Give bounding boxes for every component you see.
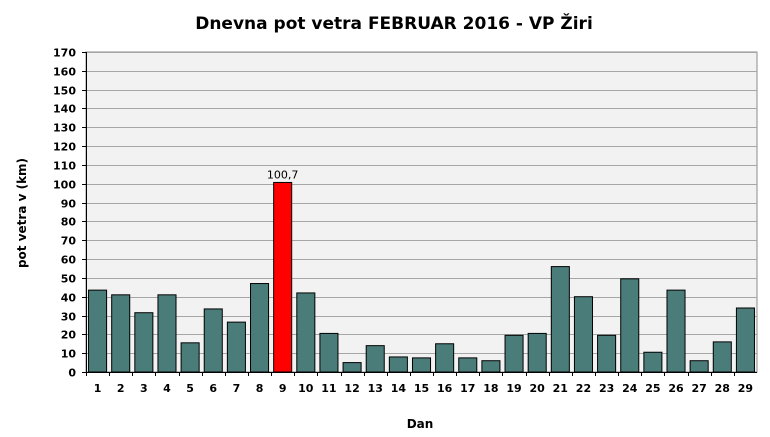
bar: [203, 308, 223, 373]
x-tick-label: 23: [599, 382, 614, 395]
y-tick-label: 40: [61, 292, 77, 305]
y-tick-label: 80: [61, 216, 77, 229]
y-tick-label: 160: [53, 66, 76, 79]
bar: [388, 356, 408, 373]
bar: [365, 345, 385, 373]
bar: [411, 357, 432, 373]
bar: [689, 360, 709, 373]
y-tick-label: 110: [53, 160, 76, 173]
y-tick-label: 60: [61, 254, 77, 267]
x-tick-label: 19: [506, 382, 521, 395]
x-tick-label: 17: [460, 382, 475, 395]
bar: [296, 292, 316, 373]
data-label: 100,7: [267, 168, 299, 181]
chart-title: Dnevna pot vetra FEBRUAR 2016 - VP Žiri: [195, 12, 593, 34]
bar: [481, 360, 501, 373]
y-tick-label: 70: [61, 235, 77, 248]
bar: [250, 283, 270, 373]
x-tick-label: 26: [668, 382, 684, 395]
x-tick-label: 21: [553, 382, 568, 395]
y-tick-label: 0: [68, 367, 76, 380]
y-tick-label: 150: [53, 85, 76, 98]
x-tick-label: 8: [256, 382, 264, 395]
x-tick-label: 9: [279, 382, 287, 395]
x-tick-label: 25: [645, 382, 660, 395]
bar: [643, 351, 663, 373]
x-tick-label: 22: [576, 382, 591, 395]
x-axis-label: Dan: [407, 417, 434, 431]
bar: [134, 312, 154, 373]
x-tick-label: 28: [715, 382, 730, 395]
bar: [180, 342, 200, 373]
x-tick-label: 6: [209, 382, 217, 395]
bar: [342, 362, 362, 373]
x-tick-label: 18: [483, 382, 498, 395]
y-tick-label: 90: [61, 198, 77, 211]
bar: [88, 289, 108, 373]
x-tick-label: 14: [391, 382, 407, 395]
y-tick-label: 140: [53, 103, 76, 116]
y-tick-label: 100: [53, 179, 76, 192]
bar: [226, 321, 246, 373]
x-tick-label: 7: [233, 382, 241, 395]
bar: [111, 294, 131, 373]
y-tick-label: 20: [61, 329, 77, 342]
bar: [157, 294, 177, 373]
bar-highlight: [273, 181, 293, 373]
x-tick-label: 4: [163, 382, 171, 395]
bar: [735, 307, 755, 373]
x-tick-label: 15: [414, 382, 429, 395]
x-tick-label: 11: [321, 382, 336, 395]
y-tick-label: 130: [53, 122, 76, 135]
x-tick-label: 2: [117, 382, 125, 395]
y-tick-label: 170: [53, 47, 76, 60]
x-tick-label: 20: [530, 382, 546, 395]
x-tick-label: 24: [622, 382, 638, 395]
plot-area: [82, 51, 758, 373]
bar: [573, 296, 593, 373]
bar: [435, 343, 455, 373]
x-tick-label: 16: [437, 382, 453, 395]
bar: [550, 266, 570, 373]
y-tick-label: 50: [61, 273, 77, 286]
x-tick-label: 1: [94, 382, 102, 395]
x-tick-label: 13: [368, 382, 383, 395]
bar: [527, 332, 547, 373]
y-tick-label: 10: [61, 348, 77, 361]
bar: [666, 289, 686, 373]
y-tick-label: 30: [61, 311, 77, 324]
bar: [597, 334, 617, 373]
bar: [458, 357, 478, 373]
plot-background: [85, 51, 758, 373]
bar: [620, 278, 640, 373]
x-tick-label: 5: [186, 382, 194, 395]
y-axis-label: pot vetra v (km): [15, 158, 29, 268]
y-tick-label: 120: [53, 141, 76, 154]
bar: [319, 332, 339, 373]
x-tick-label: 3: [140, 382, 148, 395]
x-tick-label: 27: [691, 382, 706, 395]
x-tick-label: 29: [738, 382, 753, 395]
x-tick-label: 12: [344, 382, 359, 395]
bar: [504, 334, 524, 373]
bar: [712, 341, 732, 373]
x-tick-label: 10: [298, 382, 314, 395]
